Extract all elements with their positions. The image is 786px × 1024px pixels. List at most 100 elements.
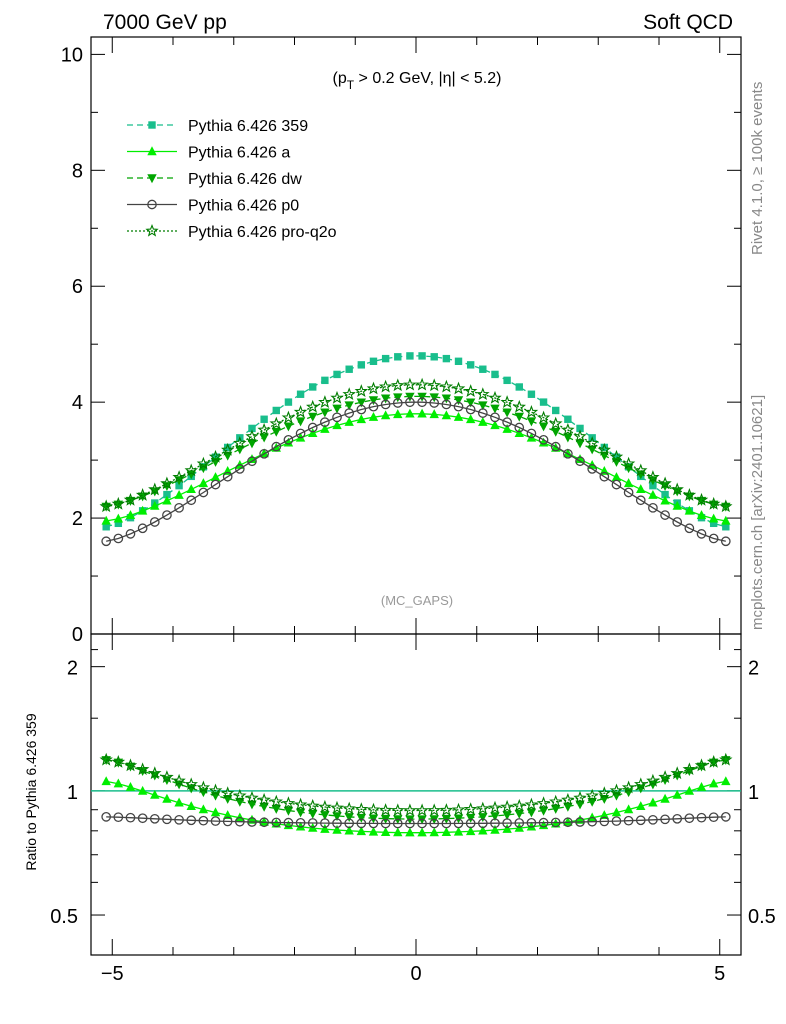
data-point <box>162 495 172 505</box>
data-point <box>125 496 136 506</box>
data-point <box>635 495 646 506</box>
ratio-point <box>295 808 306 818</box>
data-point <box>633 463 648 477</box>
data-point <box>441 410 452 420</box>
data-point <box>636 484 646 494</box>
ratio-point <box>502 811 512 821</box>
ratio-point <box>465 826 476 836</box>
ratio-point <box>320 823 330 833</box>
data-point <box>536 410 551 424</box>
ratio-point <box>585 788 599 802</box>
data-point <box>344 408 355 418</box>
y-tick-label: 6 <box>72 276 83 298</box>
data-point <box>175 481 183 490</box>
ratio-point <box>500 799 514 813</box>
data-point <box>283 422 294 432</box>
ratio-point <box>660 793 670 803</box>
data-point <box>260 415 268 423</box>
ratio-point <box>259 802 269 812</box>
data-point <box>721 515 731 525</box>
legend-entry-pythia-6-426-p0: Pythia 6.426 p0 <box>127 198 299 215</box>
ratio-point <box>490 824 500 834</box>
data-point <box>417 397 427 408</box>
data-point <box>539 398 548 406</box>
ratio-point <box>233 788 247 802</box>
data-point <box>368 412 379 421</box>
data-point <box>514 412 524 422</box>
data-point <box>162 510 172 520</box>
legend-label: Pythia 6.426 dw <box>188 171 302 188</box>
data-point <box>527 390 536 398</box>
data-point <box>101 515 111 525</box>
data-point <box>198 478 209 488</box>
y-tick-label: 0 <box>72 624 83 646</box>
data-point <box>491 370 499 379</box>
data-point <box>684 523 695 534</box>
data-point <box>330 390 344 404</box>
legend-entry-pythia-6-426-a: Pythia 6.426 a <box>127 145 290 162</box>
legend-marker <box>147 174 157 184</box>
ratio-point <box>623 804 634 814</box>
ratio-series-pythia-6-426-pro-q2o <box>99 752 733 817</box>
data-point <box>149 517 160 527</box>
data-point <box>137 505 148 515</box>
data-point <box>295 417 306 427</box>
ratio-point <box>417 827 427 837</box>
data-point <box>342 387 356 401</box>
ratio-y-tick-label-right: 0.5 <box>748 906 776 928</box>
ratio-point <box>587 816 598 827</box>
data-point <box>600 443 609 452</box>
data-point <box>354 384 369 397</box>
ratio-point <box>271 817 282 828</box>
data-point <box>490 412 500 423</box>
ratio-point <box>150 789 160 799</box>
ratio-point <box>463 802 478 816</box>
data-point <box>575 456 585 467</box>
ratio-point <box>427 803 442 817</box>
ratio-point <box>368 818 379 829</box>
ratio-series-line <box>106 780 726 834</box>
data-point <box>247 439 257 449</box>
data-point <box>649 481 657 490</box>
data-point <box>137 523 148 534</box>
ratio-point <box>573 790 587 804</box>
ratio-point <box>198 815 209 826</box>
data-point <box>356 398 367 408</box>
ratio-series-line <box>106 759 726 812</box>
data-point <box>439 379 454 393</box>
ratio-point <box>563 802 573 812</box>
ratio-point <box>320 818 330 828</box>
y-tick-label: 2 <box>72 508 83 530</box>
legend-label: Pythia 6.426 359 <box>188 118 308 135</box>
data-point <box>309 383 317 391</box>
legend: Pythia 6.426 359 Pythia 6.426 a Pythia 6.4… <box>127 118 337 241</box>
data-point <box>356 404 367 415</box>
ratio-point <box>344 825 354 835</box>
legend-entry-pythia-6-426-pro-q2o: Pythia 6.426 pro-q2o <box>127 223 337 241</box>
data-point <box>184 463 199 477</box>
ratio-point <box>186 801 196 810</box>
ratio-point <box>318 799 332 813</box>
data-point <box>550 441 561 452</box>
data-point <box>648 502 658 513</box>
data-point <box>599 471 610 482</box>
data-point <box>500 395 514 408</box>
data-point <box>670 482 684 496</box>
cut-label: (pT > 0.2 GeV, |η| < 5.2) <box>333 70 502 92</box>
data-point <box>272 406 280 415</box>
data-point <box>113 533 124 544</box>
data-point <box>429 398 440 408</box>
data-point <box>307 422 318 433</box>
ratio-point <box>526 817 537 828</box>
data-point <box>587 445 597 455</box>
ratio-plot: 0.5 0.5 1 1 2 2 −5 0 5 <box>50 633 776 985</box>
data-point <box>257 422 271 436</box>
ratio-point <box>332 824 342 834</box>
ratio-point <box>696 812 707 823</box>
data-point <box>621 456 636 470</box>
data-point <box>502 417 512 427</box>
ratio-point <box>113 812 124 823</box>
data-point <box>585 436 599 449</box>
data-point <box>380 410 391 420</box>
data-point <box>223 443 232 452</box>
